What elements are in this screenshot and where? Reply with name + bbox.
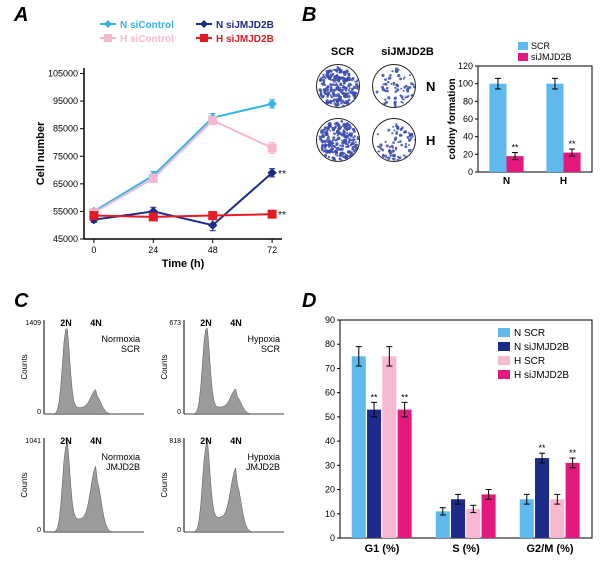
svg-text:10: 10	[325, 509, 335, 519]
svg-text:72: 72	[267, 245, 277, 255]
svg-text:24: 24	[148, 245, 158, 255]
svg-text:Counts: Counts	[160, 472, 169, 497]
panel-b-wells: SCRsiJMJD2BNH	[310, 46, 440, 170]
svg-text:**: **	[401, 392, 409, 402]
svg-text:H: H	[560, 176, 567, 187]
svg-text:SCR: SCR	[531, 41, 551, 51]
svg-text:SCR: SCR	[121, 344, 141, 354]
svg-text:H SCR: H SCR	[514, 356, 545, 367]
svg-text:G2/M (%): G2/M (%)	[526, 543, 573, 555]
svg-text:H siControl: H siControl	[120, 34, 174, 45]
svg-text:N: N	[503, 176, 510, 187]
svg-text:2N: 2N	[200, 436, 212, 446]
svg-text:48: 48	[208, 245, 218, 255]
svg-text:65000: 65000	[53, 179, 78, 189]
svg-text:70: 70	[325, 363, 335, 373]
panel-b-chart: 0 20 40 60 80 100 120colony formation ** N ** H SCR…	[446, 40, 596, 190]
svg-text:N siJMJD2B: N siJMJD2B	[216, 20, 274, 31]
svg-text:Cell number: Cell number	[35, 121, 47, 185]
svg-text:**: **	[539, 443, 547, 453]
svg-text:**: **	[371, 392, 379, 402]
svg-text:95000: 95000	[53, 96, 78, 106]
svg-text:45000: 45000	[53, 234, 78, 244]
svg-text:40: 40	[325, 436, 335, 446]
svg-text:818: 818	[169, 438, 181, 445]
svg-text:**: **	[569, 139, 577, 149]
svg-text:Hypoxia: Hypoxia	[247, 334, 280, 344]
svg-text:20: 20	[463, 149, 473, 159]
svg-text:Normoxia: Normoxia	[101, 334, 140, 344]
svg-text:Hypoxia: Hypoxia	[247, 452, 280, 462]
svg-text:JMJD2B: JMJD2B	[106, 462, 140, 472]
svg-text:80: 80	[463, 96, 473, 106]
svg-text:2N: 2N	[60, 436, 72, 446]
svg-text:Normoxia: Normoxia	[101, 452, 140, 462]
svg-text:40: 40	[463, 132, 473, 142]
svg-text:siJMJD2B: siJMJD2B	[531, 52, 572, 62]
svg-text:0: 0	[330, 533, 335, 543]
svg-text:0: 0	[468, 167, 473, 177]
svg-text:**: **	[569, 448, 577, 458]
svg-text:2N: 2N	[60, 318, 72, 328]
svg-text:30: 30	[325, 460, 335, 470]
svg-text:2N: 2N	[200, 318, 212, 328]
svg-text:Counts: Counts	[160, 354, 169, 379]
panel-d-chart: 0 10 20 30 40 50 60 70 80 90 ** ** G1 (%) S (%) ** ** G2…	[310, 310, 596, 560]
svg-text:20: 20	[325, 485, 335, 495]
svg-text:1409: 1409	[25, 320, 41, 327]
svg-text:0: 0	[177, 527, 181, 534]
svg-text:85000: 85000	[53, 124, 78, 134]
svg-text:H siJMJD2B: H siJMJD2B	[514, 370, 569, 381]
svg-text:60: 60	[463, 114, 473, 124]
svg-text:120: 120	[458, 61, 473, 71]
svg-text:colony formation: colony formation	[447, 78, 458, 159]
svg-text:**: **	[512, 143, 520, 153]
svg-text:75000: 75000	[53, 151, 78, 161]
svg-text:0: 0	[177, 409, 181, 416]
svg-text:H siJMJD2B: H siJMJD2B	[216, 34, 274, 45]
svg-text:N SCR: N SCR	[514, 328, 545, 339]
svg-text:673: 673	[169, 320, 181, 327]
panel-a-label: A	[14, 4, 28, 27]
panel-c-histograms: 14090Counts2N4NNormoxiaSCR6730Counts2N4N…	[20, 314, 292, 542]
panel-a-chart: 45000 55000 65000 75000 85000 95000 105000 0 24 4…	[30, 16, 290, 271]
svg-text:0: 0	[91, 245, 96, 255]
svg-text:**: **	[278, 169, 286, 180]
svg-text:60: 60	[325, 388, 335, 398]
svg-text:80: 80	[325, 339, 335, 349]
svg-text:100: 100	[458, 79, 473, 89]
svg-text:N siJMJD2B: N siJMJD2B	[514, 342, 569, 353]
svg-text:0: 0	[37, 409, 41, 416]
svg-text:55000: 55000	[53, 206, 78, 216]
svg-text:90: 90	[325, 315, 335, 325]
svg-text:Counts: Counts	[20, 354, 29, 379]
svg-text:**: **	[278, 210, 286, 221]
svg-text:4N: 4N	[230, 318, 242, 328]
svg-text:0: 0	[37, 527, 41, 534]
svg-text:50: 50	[325, 412, 335, 422]
svg-text:JMJD2B: JMJD2B	[246, 462, 280, 472]
svg-text:4N: 4N	[230, 436, 242, 446]
panel-c-label: C	[14, 290, 28, 313]
svg-text:105000: 105000	[48, 69, 78, 79]
svg-text:1041: 1041	[25, 438, 41, 445]
svg-text:Time (h): Time (h)	[162, 258, 205, 270]
svg-text:SCR: SCR	[261, 344, 281, 354]
svg-text:4N: 4N	[90, 318, 102, 328]
svg-text:G1 (%): G1 (%)	[365, 543, 400, 555]
svg-text:Counts: Counts	[20, 472, 29, 497]
panel-b-label: B	[302, 4, 316, 27]
svg-text:S (%): S (%)	[452, 543, 480, 555]
svg-text:4N: 4N	[90, 436, 102, 446]
svg-text:N siControl: N siControl	[120, 20, 174, 31]
